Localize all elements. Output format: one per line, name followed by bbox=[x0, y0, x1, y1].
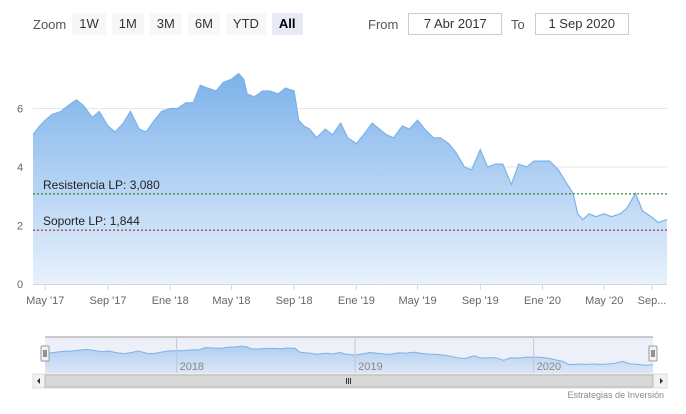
x-tick-label: May '18 bbox=[212, 295, 250, 307]
scroll-left-arrow-icon[interactable] bbox=[37, 378, 40, 384]
x-tick-label: Ene '18 bbox=[152, 295, 189, 307]
price-line bbox=[32, 72, 668, 224]
navigator-right-handle[interactable] bbox=[648, 345, 658, 362]
zoom-6m-button[interactable]: 6M bbox=[187, 13, 220, 35]
y-tick-label: 6 bbox=[17, 104, 23, 116]
chart-credit[interactable]: Estrategias de Inversión bbox=[567, 390, 664, 400]
zoom-label: Zoom bbox=[33, 16, 67, 32]
resistance-label: Resistencia LP: 3,080 bbox=[43, 178, 160, 192]
zoom-all-button[interactable]: All bbox=[271, 13, 303, 35]
zoom-1m-button[interactable]: 1M bbox=[111, 13, 144, 35]
x-tick-label: May '19 bbox=[398, 295, 436, 307]
x-tick-label: Ene '20 bbox=[524, 295, 561, 307]
range-to: To 1 Sep 2020 bbox=[511, 12, 629, 36]
zoom-bar: Zoom 1W 1M 3M 6M YTD All bbox=[33, 12, 309, 36]
x-tick-label: Sep... bbox=[638, 295, 667, 307]
x-tick-label: Sep '17 bbox=[89, 295, 126, 307]
x-tick-label: Ene '19 bbox=[338, 295, 375, 307]
zoom-1w-button[interactable]: 1W bbox=[72, 13, 106, 35]
y-tick-label: 2 bbox=[17, 221, 23, 233]
navigator-year-label: 2020 bbox=[537, 361, 561, 373]
navigator-line bbox=[44, 345, 654, 366]
scroll-right-arrow-icon[interactable] bbox=[660, 378, 663, 384]
range-to-input[interactable]: 1 Sep 2020 bbox=[534, 13, 629, 35]
navigator-area bbox=[45, 346, 653, 373]
range-to-label: To bbox=[511, 16, 525, 32]
navigator-left-handle[interactable] bbox=[40, 345, 50, 362]
y-tick-label: 4 bbox=[17, 162, 23, 174]
range-from-label: From bbox=[368, 16, 399, 32]
x-tick-label: May '20 bbox=[585, 295, 623, 307]
navigator-year-label: 2019 bbox=[358, 361, 382, 373]
support-label: Soporte LP: 1,844 bbox=[43, 214, 140, 228]
range-from-input[interactable]: 7 Abr 2017 bbox=[408, 13, 503, 35]
x-tick-label: Sep '19 bbox=[462, 295, 499, 307]
navigator-year-label: 2018 bbox=[180, 361, 204, 373]
price-area bbox=[33, 73, 667, 285]
zoom-ytd-button[interactable]: YTD bbox=[225, 13, 266, 35]
x-tick-label: Sep '18 bbox=[276, 295, 313, 307]
range-from: From 7 Abr 2017 bbox=[368, 12, 503, 36]
y-tick-label: 0 bbox=[17, 279, 23, 291]
x-tick-label: May '17 bbox=[26, 295, 64, 307]
zoom-3m-button[interactable]: 3M bbox=[149, 13, 182, 35]
